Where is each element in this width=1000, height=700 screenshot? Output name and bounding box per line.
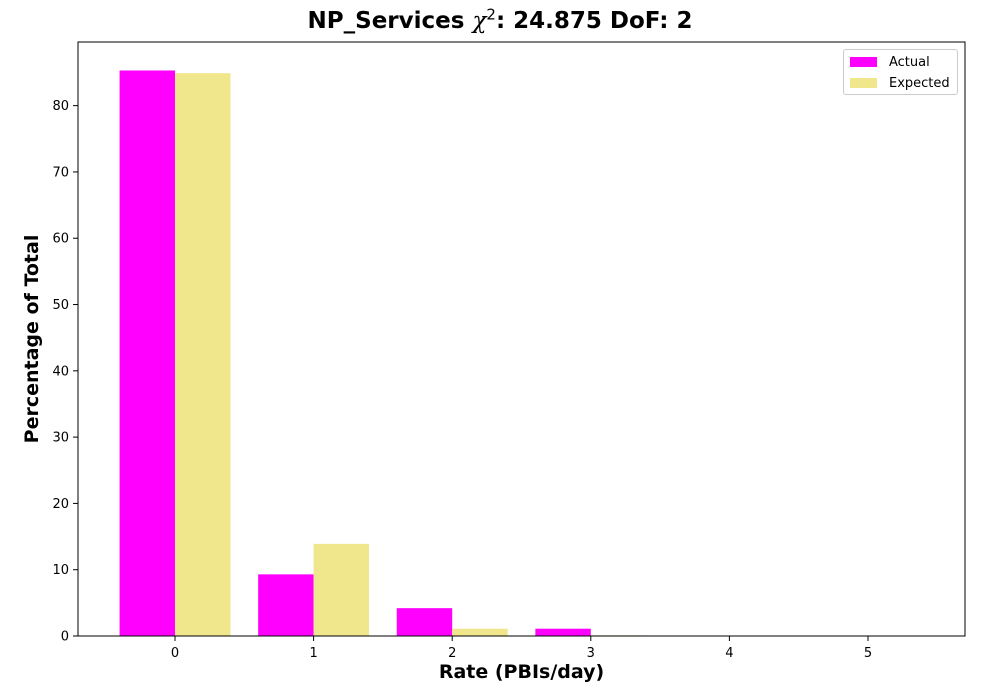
chi-exponent: 2 — [486, 5, 496, 23]
bar-actual-3 — [535, 628, 591, 636]
bar-expected-2 — [452, 628, 508, 636]
legend-item-expected: Expected — [850, 74, 950, 92]
y-tick-label: 10 — [52, 563, 69, 578]
chart-title: NP_Services χ2: 24.875 DoF: 2 — [0, 5, 1000, 34]
y-tick-label: 80 — [52, 99, 69, 114]
chi-symbol: χ — [472, 7, 487, 34]
x-tick-label: 4 — [725, 646, 733, 661]
x-axis-label: Rate (PBIs/day) — [438, 661, 605, 683]
bar-expected-1 — [313, 543, 370, 636]
legend-swatch-actual — [850, 57, 877, 67]
x-ticks-group: 0 1 2 3 4 5 — [171, 636, 872, 661]
x-tick-label: 5 — [864, 646, 872, 661]
y-tick-label: 30 — [52, 431, 69, 446]
y-tick-label: 40 — [52, 364, 69, 379]
legend-swatch-expected — [850, 78, 877, 88]
bar-expected-0 — [175, 73, 231, 636]
legend: Actual Expected — [843, 49, 958, 95]
x-tick-label: 0 — [171, 646, 179, 661]
title-suffix: : 24.875 DoF: 2 — [495, 7, 693, 34]
y-axis-label: Percentage of Total — [21, 234, 43, 444]
bar-actual-0 — [119, 70, 176, 636]
plot-frame — [77, 41, 966, 637]
x-tick-label: 3 — [587, 646, 595, 661]
x-tick-label: 1 — [309, 646, 317, 661]
y-tick-label: 70 — [52, 165, 69, 180]
y-tick-label: 60 — [52, 232, 69, 247]
y-tick-label: 50 — [52, 298, 69, 313]
y-tick-label: 0 — [61, 630, 69, 645]
legend-label-actual: Actual — [889, 54, 930, 70]
title-prefix: NP_Services — [307, 7, 473, 34]
y-ticks-group: 0 10 20 30 40 50 60 70 80 — [52, 99, 78, 645]
legend-label-expected: Expected — [889, 75, 950, 91]
bar-actual-1 — [258, 574, 314, 636]
legend-item-actual: Actual — [850, 53, 930, 71]
x-tick-label: 2 — [448, 646, 456, 661]
bars-group — [119, 70, 647, 636]
y-tick-label: 20 — [52, 497, 69, 512]
bar-actual-2 — [396, 608, 453, 636]
